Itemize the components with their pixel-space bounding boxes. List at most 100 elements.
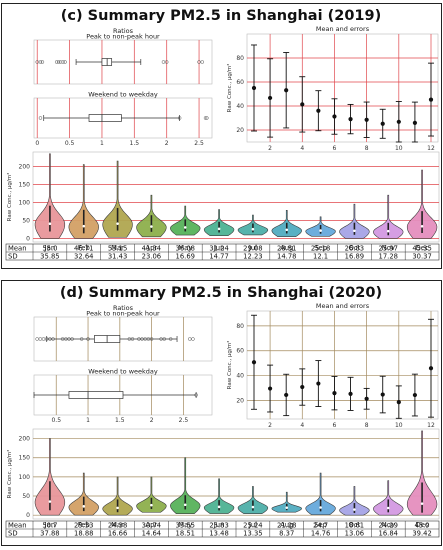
violin-y-tick: 50 <box>22 217 30 224</box>
box-x-tick: 1 <box>100 140 104 147</box>
mean-point <box>316 381 321 386</box>
violin-shape <box>339 486 370 516</box>
mean-cell: 24.7 <box>313 522 328 530</box>
sd-cell: 13.06 <box>345 530 364 538</box>
sd-cell: 32.64 <box>74 253 93 261</box>
violin-median <box>183 226 187 229</box>
violin-median <box>48 222 52 225</box>
violin-median <box>150 225 153 228</box>
mean-point <box>428 366 434 371</box>
mean-cell: 25.18 <box>311 245 330 253</box>
boxplot-title: Weekend to weekday <box>88 368 158 376</box>
sd-cell: 12.1 <box>313 253 328 261</box>
mean-cell: 30.74 <box>142 522 161 530</box>
month-label: Dec <box>416 521 429 529</box>
mean-cell: 53.15 <box>108 245 127 253</box>
violin-axes-frame <box>32 428 440 520</box>
sd-cell: 8.37 <box>279 530 294 538</box>
flier-point <box>130 337 135 341</box>
row-label-sd: SD <box>8 530 18 538</box>
violin-median <box>420 502 424 505</box>
mean-point <box>396 119 401 124</box>
month-label: Oct <box>349 244 361 252</box>
mean-point <box>380 392 385 397</box>
violin-axes-frame <box>32 151 440 243</box>
mean-point <box>284 88 289 93</box>
mean-cell: 46.71 <box>74 245 93 253</box>
mean-y-tick: 80 <box>236 55 244 62</box>
violin-shape <box>102 160 133 238</box>
panel-2019: (c) Summary PM2.5 in Shanghai (2019) Rati… <box>1 3 442 269</box>
violin-median <box>386 506 390 510</box>
mean-cell: 50.7 <box>42 522 57 530</box>
mean-y-label: Raw Conc., μg/m³ <box>226 64 233 113</box>
mean-cell: 41.34 <box>142 245 161 253</box>
mean-cell: 31.24 <box>209 245 228 253</box>
boxplot-title: Peak to non-peak hour <box>86 310 160 318</box>
sd-cell: 16.69 <box>176 253 195 261</box>
ratios-header: Ratios <box>113 304 134 312</box>
month-label: Oct <box>349 521 361 529</box>
boxplot-title: Peak to non-peak hour <box>86 33 160 41</box>
sd-cell: 18.88 <box>74 530 93 538</box>
box-x-tick: 0.5 <box>51 417 61 424</box>
mean-cell: 26.83 <box>345 245 364 253</box>
violin-median <box>150 503 153 507</box>
violin-shape <box>373 480 404 516</box>
mean-point <box>348 117 353 122</box>
mean-point <box>380 121 385 126</box>
violin-shape <box>339 203 370 239</box>
violin-median <box>251 227 255 231</box>
flier-point <box>38 60 43 64</box>
mean-point <box>332 391 337 396</box>
violin-shape <box>406 169 438 239</box>
sd-cell: 14.78 <box>277 253 296 261</box>
mean-x-tick: 4 <box>300 422 304 429</box>
flier-point <box>203 116 208 120</box>
sd-cell: 30.37 <box>412 253 431 261</box>
mean-cell: 33.55 <box>176 522 195 530</box>
flier-point <box>191 337 195 341</box>
violin-y-tick: 200 <box>19 163 31 170</box>
sd-cell: 14.76 <box>311 530 330 538</box>
flier-point <box>86 337 90 341</box>
month-label: Jul <box>248 244 257 252</box>
violin-shape <box>305 472 336 516</box>
sd-cell: 12.23 <box>243 253 262 261</box>
month-label: Apr <box>146 521 158 529</box>
month-label: Aug <box>280 244 293 252</box>
mean-title: Mean and errors <box>316 302 370 310</box>
sd-cell: 13.35 <box>243 530 262 538</box>
violin-shape <box>68 472 99 516</box>
violin-median <box>319 506 322 509</box>
violin-median <box>319 229 322 232</box>
violin-median <box>217 505 221 509</box>
mean-cell: 25.24 <box>243 522 262 530</box>
mean-point <box>428 97 434 102</box>
flier-point <box>61 60 65 64</box>
box-x-tick: 0.5 <box>65 140 75 147</box>
violin-median <box>386 229 390 233</box>
panel-title: (d) Summary PM2.5 in Shanghai (2020) <box>60 285 382 301</box>
month-label: Sep <box>314 244 327 252</box>
mean-point <box>267 386 273 391</box>
violin-y-label: Raw Conc., μg/m³ <box>6 173 13 222</box>
sd-cell: 16.84 <box>379 530 398 538</box>
mean-cell: 24.29 <box>379 522 398 530</box>
sd-cell: 35.85 <box>40 253 59 261</box>
box-x-tick: 2.5 <box>194 140 204 147</box>
month-label: Jun <box>213 521 225 529</box>
sd-cell: 37.88 <box>40 530 59 538</box>
mean-cell: 29.53 <box>74 522 93 530</box>
month-label: Feb <box>78 244 90 252</box>
sd-cell: 14.77 <box>209 253 228 261</box>
violin-y-tick: 150 <box>19 181 31 188</box>
flier-point <box>149 337 154 341</box>
iqr-box <box>88 114 122 122</box>
mean-cell: 24.38 <box>108 522 127 530</box>
box-x-tick: 2.5 <box>179 417 189 424</box>
boxplot-title: Weekend to weekday <box>88 91 158 99</box>
box-x-tick: 2 <box>150 417 154 424</box>
violin-median <box>353 229 356 233</box>
mean-point <box>348 391 353 396</box>
